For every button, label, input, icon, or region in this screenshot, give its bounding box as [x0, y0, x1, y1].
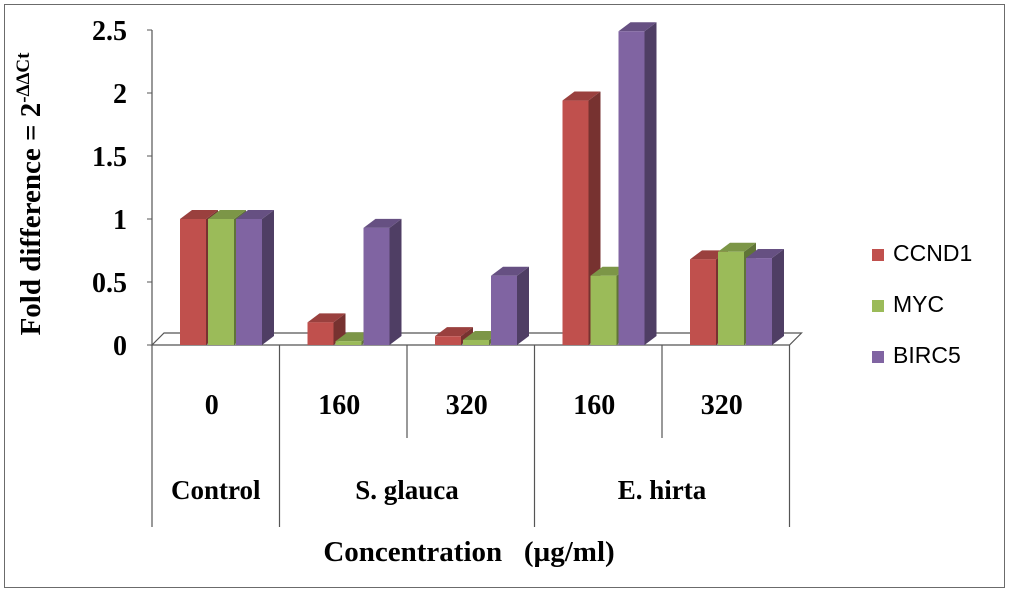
bar-top-face: [562, 91, 601, 101]
bar-front-face: [463, 339, 489, 345]
bar-front-face: [180, 219, 206, 345]
x-group-label: S. glauca: [355, 475, 459, 505]
bar-side-face: [262, 210, 274, 345]
bar-birc5-3: [618, 22, 657, 345]
legend-swatch-ccnd1: [872, 249, 884, 261]
bar-front-face: [746, 258, 772, 345]
x-tick-label: 160: [318, 390, 360, 421]
bar-front-face: [718, 251, 744, 345]
y-tick-label: 1.5: [92, 142, 127, 173]
x-tick-label: 0: [205, 390, 219, 421]
bar-top-face: [307, 313, 346, 323]
bar-birc5-0: [236, 210, 274, 345]
legend-label-ccnd1: CCND1: [893, 240, 972, 266]
bar-side-face: [644, 22, 657, 345]
bar-top-face: [618, 22, 657, 32]
x-tick-label: 160: [573, 390, 615, 421]
bar-top-face: [180, 210, 218, 219]
bar-front-face: [363, 227, 390, 345]
legend-swatch-birc5: [872, 351, 884, 363]
y-axis: 0 0.5 1 1.5 2 2.5: [92, 16, 153, 362]
legend: CCND1 MYC BIRC5: [872, 240, 972, 368]
y-axis-label-superscript: -ΔΔCt: [13, 52, 34, 103]
x-axis: 0 160 320 160 320 Control S. glauca E. hirta: [151, 345, 791, 527]
y-tick-label: 0: [113, 331, 127, 362]
y-tick-label: 0.5: [92, 268, 127, 299]
bar-top-face: [236, 210, 274, 219]
x-tick-label: 320: [446, 390, 488, 421]
y-tick-label: 1: [113, 205, 127, 236]
bar-front-face: [236, 219, 262, 345]
y-axis-label-main: Fold difference = 2: [15, 103, 47, 336]
y-axis-label-group: Fold difference = 2-ΔΔCt: [13, 52, 47, 336]
bar-front-face: [335, 341, 362, 345]
bar-front-face: [618, 31, 645, 345]
bar-top-face: [746, 249, 784, 259]
bar-birc5-2: [491, 266, 529, 345]
x-tick-label: 320: [701, 390, 743, 421]
bars: [180, 22, 784, 345]
x-axis-label: Concentration (µg/ml): [323, 536, 614, 568]
bar-top-face: [491, 266, 529, 276]
x-group-label: E. hirta: [618, 475, 707, 505]
bar-ccnd1-3: [562, 91, 601, 345]
legend-label-myc: MYC: [893, 291, 944, 317]
bar-front-face: [562, 100, 589, 345]
bar-side-face: [772, 249, 784, 345]
bar-front-face: [307, 322, 334, 345]
bar-top-face: [363, 218, 402, 228]
bar-side-face: [517, 266, 529, 345]
y-tick-label: 2: [113, 79, 127, 110]
bar-front-face: [690, 259, 716, 345]
bar-top-face: [435, 327, 473, 337]
y-tick-label: 2.5: [92, 16, 127, 47]
bar-top-face: [718, 242, 756, 252]
bar-front-face: [590, 275, 617, 345]
chart-frame: [4, 4, 1005, 588]
legend-label-birc5: BIRC5: [893, 342, 961, 368]
y-axis-label: Fold difference = 2-ΔΔCt: [13, 52, 47, 336]
bar-birc5-1: [363, 218, 402, 345]
bar-front-face: [208, 219, 234, 345]
bar-birc5-4: [746, 249, 784, 345]
bar-front-face: [435, 336, 461, 345]
x-group-label: Control: [171, 475, 261, 505]
bar-side-face: [389, 218, 402, 345]
legend-swatch-myc: [872, 300, 884, 312]
bar-front-face: [491, 275, 517, 345]
bar-top-face: [208, 210, 246, 219]
